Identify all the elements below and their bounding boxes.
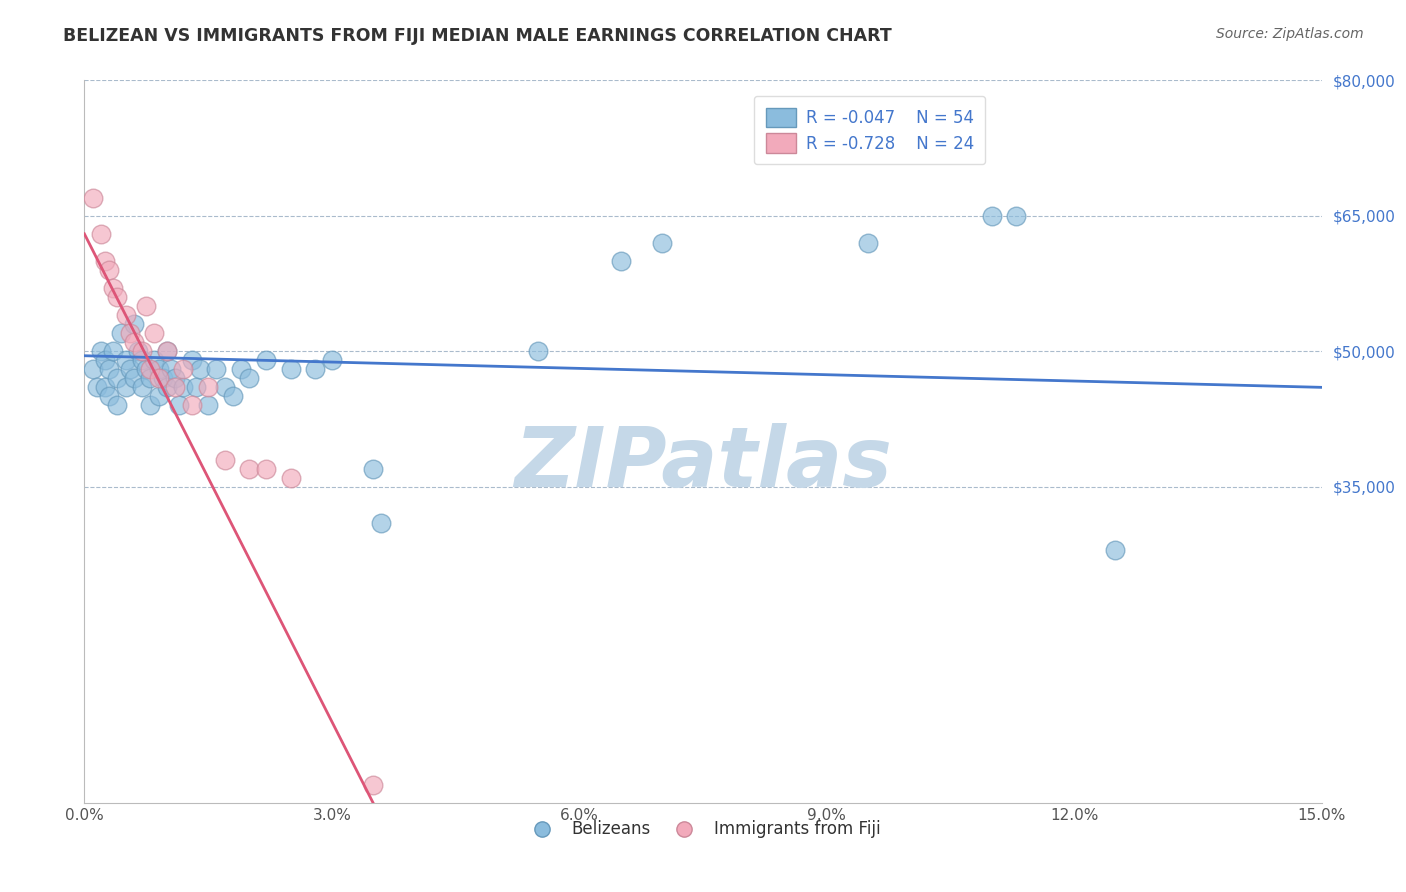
Point <box>135 362 157 376</box>
Point <box>370 516 392 530</box>
Point <box>148 371 170 385</box>
Point <box>118 362 141 376</box>
Point <box>1104 542 1126 557</box>
Point <box>609 253 631 268</box>
Point <box>148 362 170 376</box>
Point <box>103 281 125 295</box>
Point <box>105 398 128 412</box>
Point <box>98 362 121 376</box>
Point <box>135 299 157 313</box>
Point <box>118 326 141 340</box>
Point <box>105 371 128 385</box>
Point <box>110 326 132 340</box>
Point <box>238 371 260 385</box>
Point <box>156 344 179 359</box>
Point <box>280 362 302 376</box>
Point <box>114 380 136 394</box>
Point <box>122 317 145 331</box>
Point <box>139 362 162 376</box>
Point <box>105 290 128 304</box>
Point <box>139 371 162 385</box>
Point <box>280 470 302 484</box>
Point <box>165 380 187 394</box>
Point <box>127 344 149 359</box>
Point <box>131 353 153 368</box>
Legend: Belizeans, Immigrants from Fiji: Belizeans, Immigrants from Fiji <box>519 814 887 845</box>
Point <box>86 380 108 394</box>
Text: Source: ZipAtlas.com: Source: ZipAtlas.com <box>1216 27 1364 41</box>
Point <box>527 344 550 359</box>
Point <box>103 344 125 359</box>
Point <box>180 398 202 412</box>
Point <box>122 335 145 350</box>
Point <box>167 398 190 412</box>
Point <box>156 344 179 359</box>
Point <box>321 353 343 368</box>
Text: BELIZEAN VS IMMIGRANTS FROM FIJI MEDIAN MALE EARNINGS CORRELATION CHART: BELIZEAN VS IMMIGRANTS FROM FIJI MEDIAN … <box>63 27 891 45</box>
Point <box>214 452 236 467</box>
Point <box>98 389 121 403</box>
Point <box>122 371 145 385</box>
Point <box>238 461 260 475</box>
Point <box>94 253 117 268</box>
Point <box>148 389 170 403</box>
Point <box>160 362 183 376</box>
Point <box>214 380 236 394</box>
Point <box>156 380 179 394</box>
Point <box>188 362 211 376</box>
Text: ZIPatlas: ZIPatlas <box>515 423 891 504</box>
Point <box>90 227 112 241</box>
Point <box>94 353 117 368</box>
Point <box>114 353 136 368</box>
Point <box>82 362 104 376</box>
Point <box>152 371 174 385</box>
Point <box>1005 209 1028 223</box>
Point <box>197 398 219 412</box>
Point <box>197 380 219 394</box>
Point <box>172 362 194 376</box>
Point <box>229 362 252 376</box>
Point <box>98 263 121 277</box>
Point <box>90 344 112 359</box>
Point <box>172 380 194 394</box>
Point <box>139 398 162 412</box>
Point <box>304 362 326 376</box>
Point <box>94 380 117 394</box>
Point <box>361 461 384 475</box>
Point <box>82 191 104 205</box>
Point <box>205 362 228 376</box>
Point <box>131 380 153 394</box>
Point <box>184 380 207 394</box>
Point <box>254 461 277 475</box>
Point <box>254 353 277 368</box>
Point <box>165 371 187 385</box>
Point <box>114 308 136 322</box>
Point <box>131 344 153 359</box>
Point <box>143 353 166 368</box>
Point <box>980 209 1002 223</box>
Point <box>222 389 245 403</box>
Point <box>856 235 879 250</box>
Point <box>651 235 673 250</box>
Point <box>180 353 202 368</box>
Point <box>361 778 384 792</box>
Point <box>143 326 166 340</box>
